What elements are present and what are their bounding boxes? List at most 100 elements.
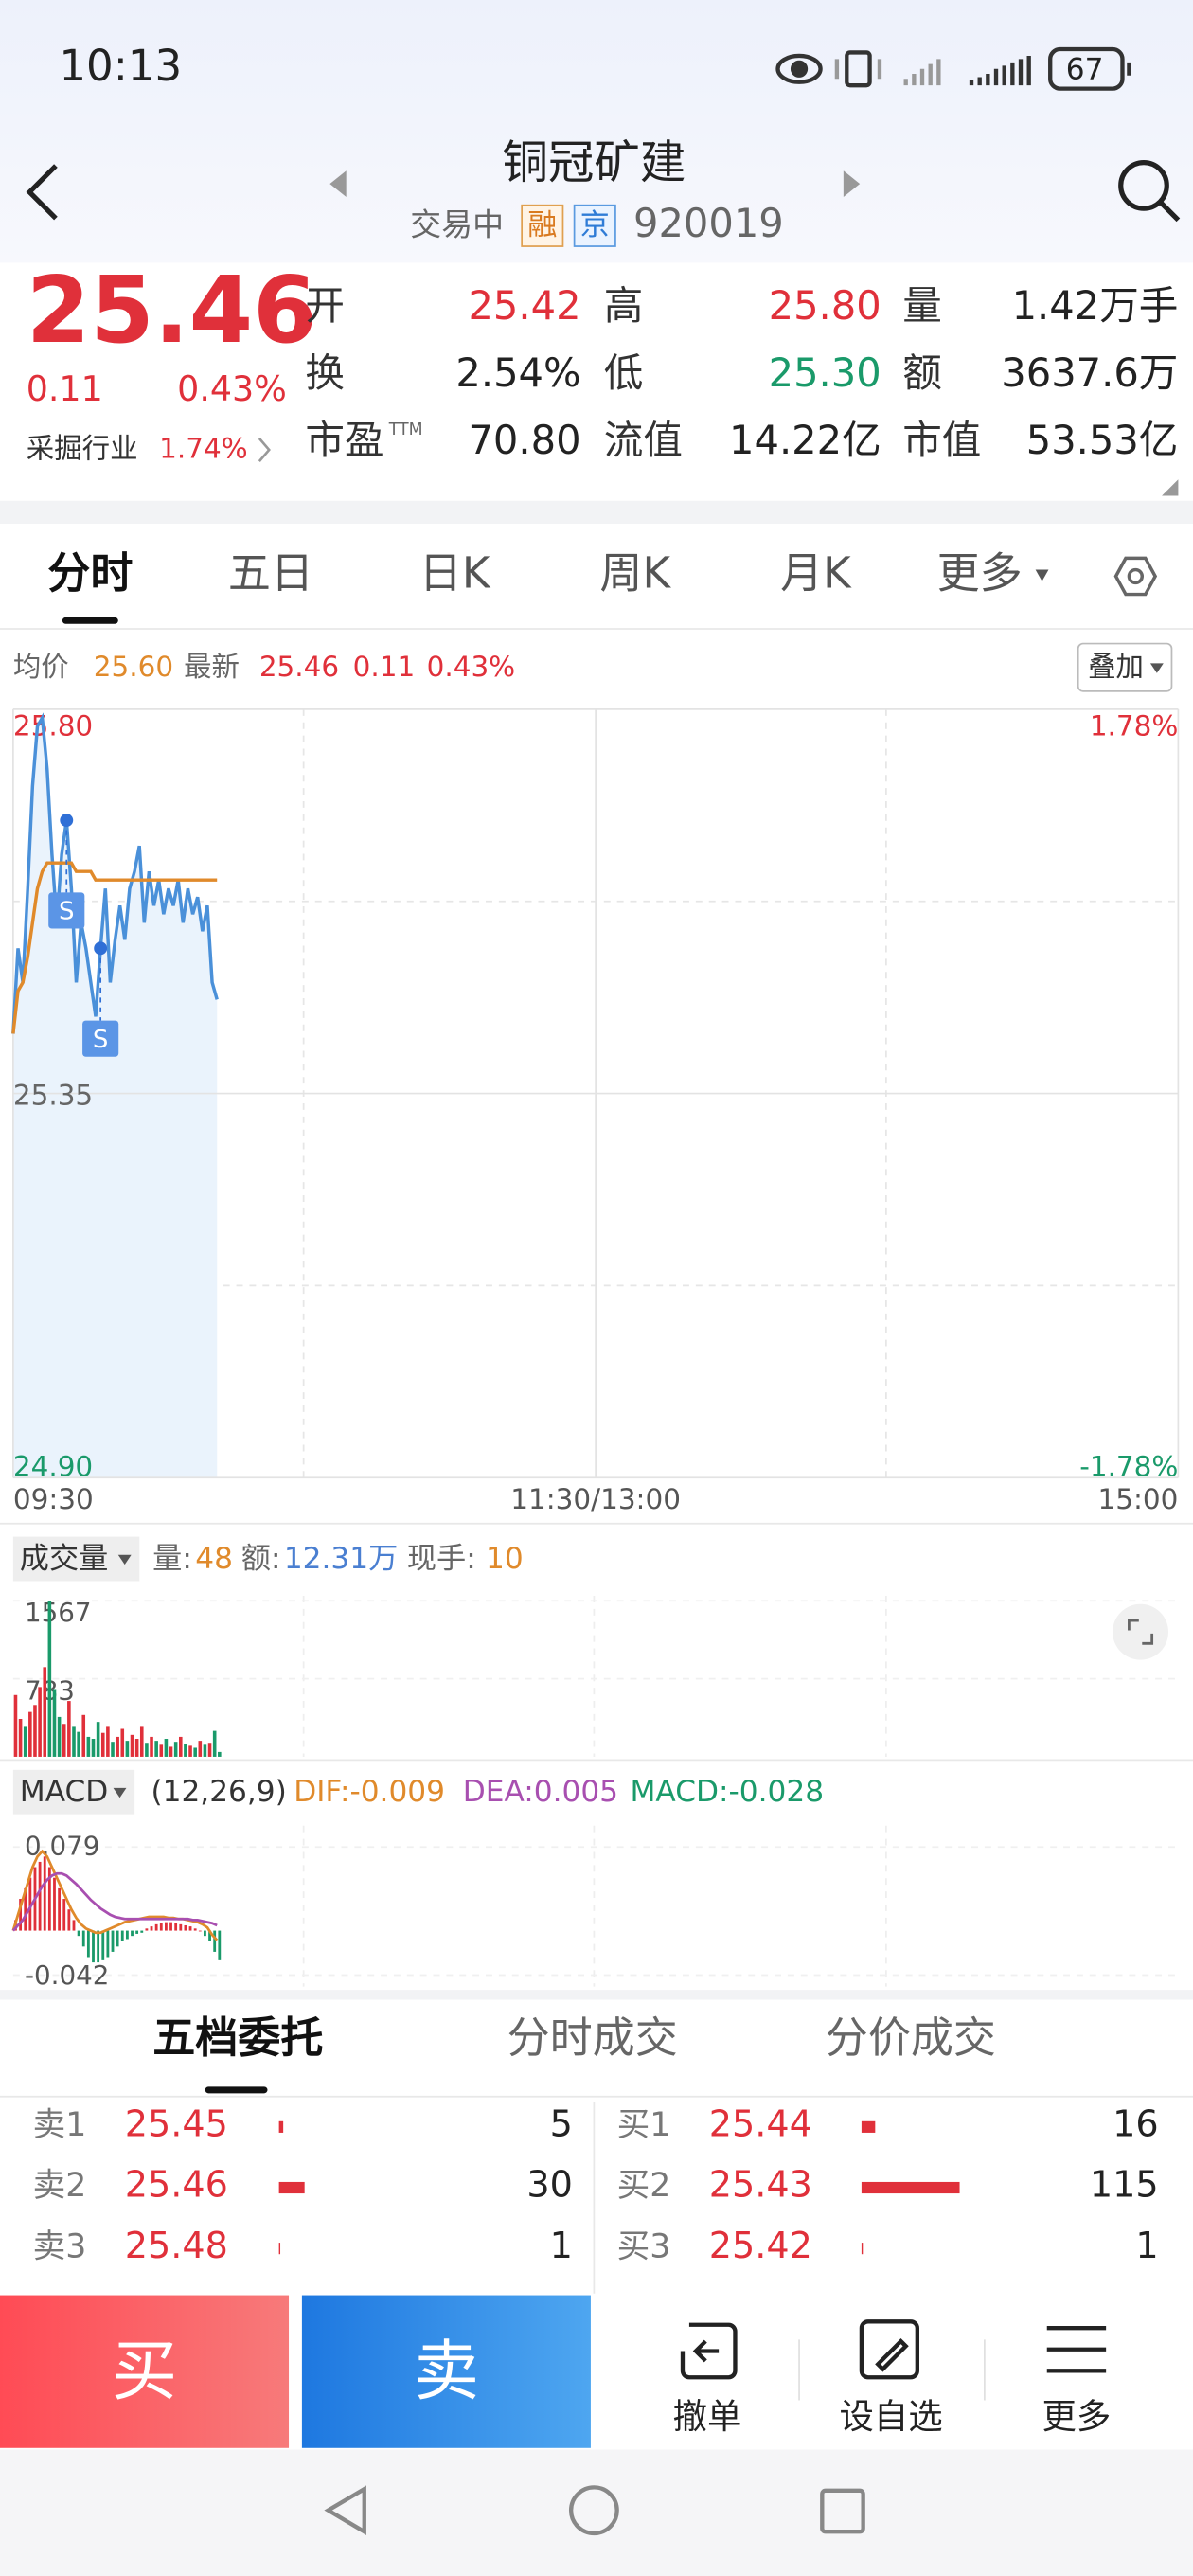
nav-home[interactable] [568,2485,619,2536]
prev-stock[interactable] [329,170,347,198]
expand-icon [1128,1619,1154,1645]
sell-label[interactable]: 卖 [414,2334,479,2410]
volume-bar [100,1732,105,1757]
volume-bar [38,1687,42,1757]
volume-bar [134,1739,139,1757]
settings-button[interactable] [1113,556,1158,597]
macd-bar [47,1867,51,1931]
chart-tab[interactable]: 分时 [47,547,133,598]
expand-button[interactable] [1113,1603,1169,1660]
volume-bar [139,1726,144,1757]
chart-tab[interactable]: 日K [419,547,491,598]
stat-value: 25.80 [769,282,881,329]
macd-bar [97,1930,100,1963]
book-qty: 1 [550,2225,573,2266]
book-price: 25.44 [709,2102,812,2144]
macd-bar [188,1926,192,1931]
hand-value: 10 [486,1542,524,1576]
marker-box [82,1020,119,1057]
nav-back[interactable] [324,2485,366,2535]
macd-bar [19,1899,23,1931]
y-tick-label: 25.35 [13,1080,93,1112]
macd-bar [193,1928,197,1931]
book-level: 买1 [617,2106,671,2144]
macd-line [11,1871,218,1932]
stock-title: 铜冠矿建 [502,136,686,189]
industry-change[interactable]: 1.74% [159,433,248,465]
book-qty: 1 [1135,2225,1158,2266]
price-change: 0.11 [27,368,103,409]
book-tab[interactable]: 分时成交 [507,2012,678,2063]
stat-label: 高 [604,282,644,329]
nav-recent[interactable] [820,2488,865,2534]
sell-button[interactable] [301,2295,591,2448]
add-watchlist[interactable]: 设自选 [840,2396,943,2437]
volume-bar [116,1736,119,1757]
stock-code: 920019 [633,200,784,246]
search-button[interactable] [1118,160,1181,223]
buy-button[interactable] [0,2295,290,2448]
series-line [11,712,219,1034]
volume-bar [111,1742,115,1757]
buy-label[interactable]: 买 [112,2334,177,2410]
stat-value: 14.22亿 [729,417,881,463]
book-level: 卖3 [33,2227,87,2265]
y2-tick-label: -1.78% [1079,1450,1178,1482]
price-change-pct: 0.43% [177,368,287,409]
macd-bar [77,1930,80,1937]
more-actions[interactable]: 更多 [1042,2396,1112,2437]
y-tick-label: -0.042 [25,1959,109,1991]
chart-tab[interactable]: 月K [780,547,852,598]
macd-bar [86,1930,90,1958]
macd-bar [24,1887,27,1931]
stat-value: 2.54% [455,349,580,396]
volume-bar [159,1744,164,1757]
volume-bar [33,1705,37,1757]
stat-value: 3637.6万 [1001,349,1178,396]
book-tab[interactable]: 五档委托 [152,2012,323,2063]
volume-bar [198,1741,203,1757]
overlay-label[interactable]: 叠加 [1088,651,1144,683]
macd-selector-box[interactable] [12,1769,135,1815]
chart-tab[interactable]: 五日 [228,547,313,598]
volume-bar [125,1741,130,1757]
chevron [258,438,271,462]
book-tab[interactable]: 分价成交 [826,2012,996,2063]
macd-bar [204,1930,206,1937]
volume-selector[interactable]: 成交量 [20,1542,109,1576]
overlay-button[interactable] [1077,642,1173,692]
next-stock[interactable] [843,170,861,198]
volume-bar [52,1689,57,1757]
macd-bar [131,1930,134,1937]
volume-bar [154,1741,158,1757]
tab-underline [62,617,118,624]
volume-bar [145,1743,149,1757]
macd-bar [116,1930,119,1947]
volume-selector-box[interactable] [12,1536,140,1582]
macd-bar [28,1877,32,1931]
industry[interactable]: 采掘行业 [27,433,138,465]
macd-selector[interactable]: MACD [20,1775,108,1809]
back-button[interactable] [26,164,58,221]
settings-dot [1127,567,1145,585]
latest-change-pct: 0.43% [427,651,516,683]
cancel-order[interactable]: 撤单 [673,2396,742,2437]
macd-bar [53,1877,56,1931]
book-qty: 30 [526,2164,573,2206]
macd-bar [111,1930,115,1952]
chart-tab[interactable]: 更多 [937,547,1023,598]
stat-label: 换 [305,349,345,396]
last-price: 25.46 [27,257,317,364]
macd-bar [106,1930,110,1958]
stat-value: 25.42 [468,282,580,329]
volume-bar [23,1726,27,1757]
stat-label: 流值 [604,417,683,463]
macd-bar [174,1923,178,1931]
volume-bar [13,1694,18,1757]
chart-tab[interactable]: 周K [599,547,671,598]
dropdown-arrow [1035,569,1049,581]
book-level: 卖2 [33,2167,87,2205]
